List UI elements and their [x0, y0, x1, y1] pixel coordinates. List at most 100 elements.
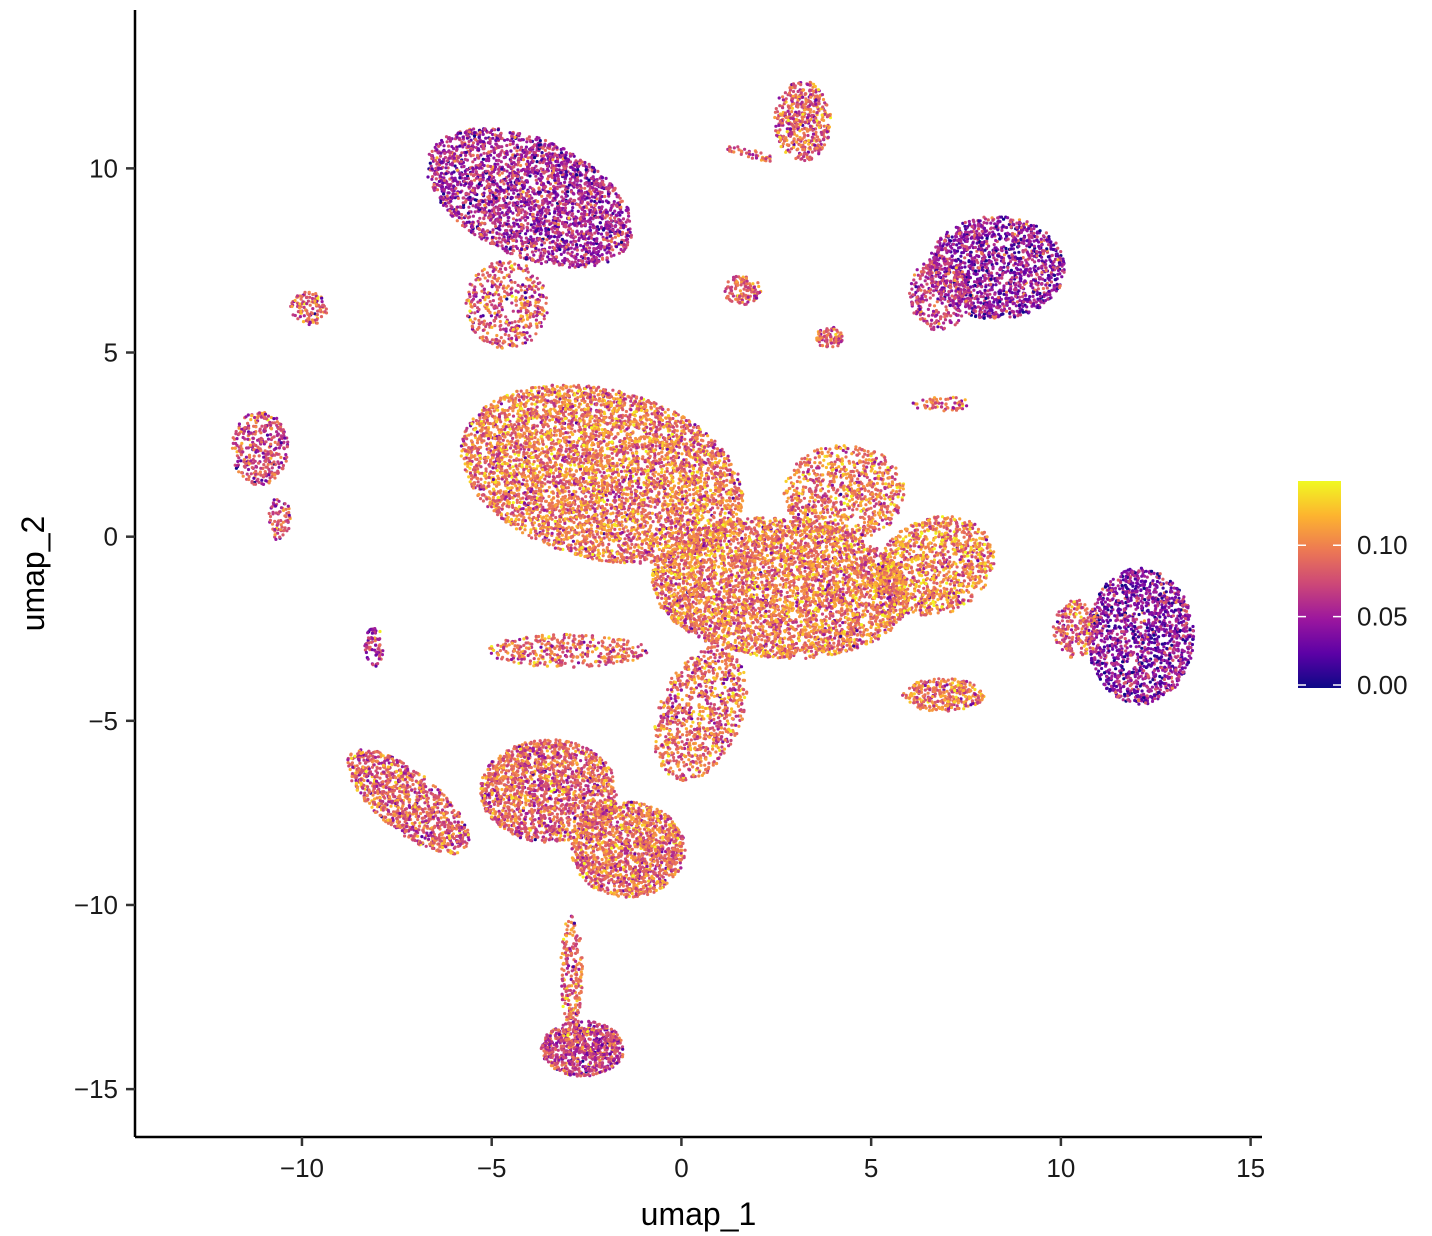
data-point — [546, 194, 549, 197]
data-point — [549, 222, 552, 225]
data-point — [604, 465, 607, 468]
data-point — [609, 230, 612, 233]
data-point — [259, 431, 262, 434]
data-point — [610, 240, 613, 243]
data-point — [592, 247, 595, 250]
data-point — [613, 241, 616, 244]
data-point — [533, 200, 536, 203]
data-point — [533, 192, 536, 195]
data-point — [465, 151, 468, 154]
data-point — [447, 145, 450, 148]
data-point — [249, 444, 252, 447]
data-point — [267, 473, 270, 476]
data-point — [526, 300, 529, 303]
data-point — [626, 451, 629, 454]
data-point — [482, 178, 485, 181]
data-point — [495, 182, 498, 185]
data-point — [533, 143, 536, 146]
data-point — [271, 511, 274, 514]
data-point — [520, 267, 523, 270]
data-point — [269, 519, 272, 522]
data-point — [434, 186, 437, 189]
data-point — [509, 150, 512, 153]
data-point — [294, 299, 297, 302]
data-point — [490, 129, 493, 132]
data-point — [318, 308, 321, 311]
data-point — [431, 150, 434, 153]
data-point — [520, 223, 523, 226]
data-point — [246, 438, 249, 441]
data-point — [716, 447, 719, 450]
data-point — [613, 232, 616, 235]
data-point — [279, 428, 282, 431]
data-point — [466, 314, 469, 317]
data-point — [453, 152, 456, 155]
data-point — [571, 212, 574, 215]
data-point — [277, 500, 280, 503]
data-point — [467, 145, 470, 148]
data-point — [500, 168, 503, 171]
data-point — [311, 318, 314, 321]
data-point — [275, 417, 278, 420]
data-point — [595, 180, 598, 183]
data-point — [572, 192, 575, 195]
data-point — [524, 325, 527, 328]
data-point — [475, 166, 478, 169]
data-point — [457, 197, 460, 200]
data-point — [468, 140, 471, 143]
data-point — [303, 306, 306, 309]
data-point — [571, 232, 574, 235]
data-point — [314, 292, 317, 295]
data-point — [504, 267, 507, 270]
data-point — [483, 268, 486, 271]
data-point — [541, 147, 544, 150]
data-point — [488, 212, 491, 215]
data-point — [482, 140, 485, 143]
data-point — [575, 264, 578, 267]
data-point — [568, 266, 571, 269]
data-point — [265, 457, 268, 460]
data-point — [287, 511, 290, 514]
data-point — [547, 190, 550, 193]
data-point — [505, 320, 508, 323]
data-point — [561, 263, 564, 266]
data-point — [542, 254, 545, 257]
data-point — [533, 151, 536, 154]
data-point — [471, 321, 474, 324]
data-point — [252, 461, 255, 464]
data-point — [446, 195, 449, 198]
data-point — [625, 221, 628, 224]
data-point — [536, 259, 539, 262]
data-point — [599, 241, 602, 244]
data-point — [533, 156, 536, 159]
data-point — [570, 254, 573, 257]
data-point — [490, 168, 493, 171]
data-point — [553, 247, 556, 250]
data-point — [433, 172, 436, 175]
data-point — [274, 504, 277, 507]
data-point — [526, 331, 529, 334]
data-point — [557, 164, 560, 167]
data-point — [241, 450, 244, 453]
data-point — [493, 409, 496, 412]
data-point — [543, 143, 546, 146]
data-point — [544, 139, 547, 142]
data-point — [559, 156, 562, 159]
data-point — [649, 524, 652, 527]
data-point — [514, 236, 517, 239]
data-point — [660, 455, 663, 458]
data-point — [270, 451, 273, 454]
data-point — [248, 462, 251, 465]
data-point — [576, 253, 579, 256]
data-point — [498, 237, 501, 240]
data-point — [456, 206, 459, 209]
data-point — [571, 261, 574, 264]
data-point — [498, 315, 501, 318]
data-point — [498, 153, 501, 156]
data-point — [472, 298, 475, 301]
data-point — [588, 182, 591, 185]
data-point — [554, 207, 557, 210]
data-point — [544, 250, 547, 253]
data-point — [491, 221, 494, 224]
data-point — [509, 143, 512, 146]
